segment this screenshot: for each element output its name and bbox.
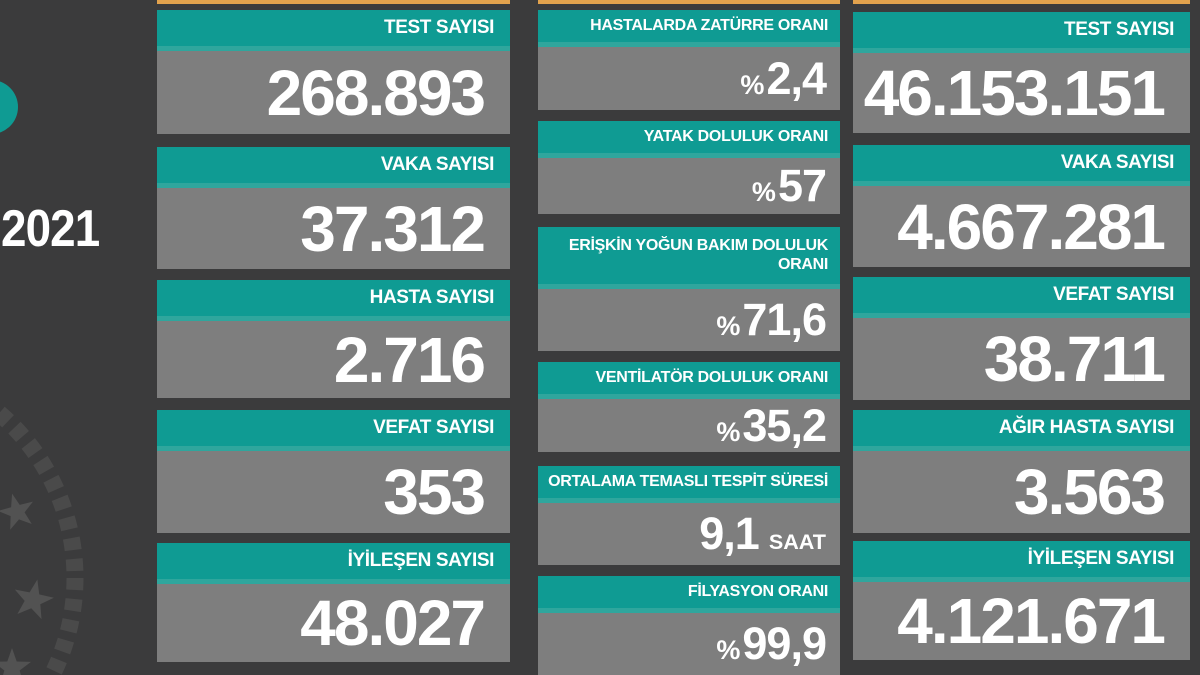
stat-value: 4.667.281 [853,186,1190,267]
stat-card-header: VAKA SAYISI [157,147,510,188]
stat-card-zaturre-orani: HASTALARDA ZATÜRRE ORANI %2,4 [538,10,840,110]
stat-card-header: AĞIR HASTA SAYISI [853,410,1190,451]
stat-value-number: 3.563 [1013,456,1166,528]
stat-value-prefix: % [740,69,765,100]
stat-value: 268.893 [157,51,510,134]
stat-value: 3.563 [853,451,1190,533]
stat-card-header: İYİLEŞEN SAYISI [853,541,1190,582]
stat-value: 38.711 [853,318,1190,400]
stat-card-filyasyon-orani: FİLYASYON ORANI %99,9 [538,576,840,675]
stat-label: HASTALARDA ZATÜRRE ORANI [590,17,828,34]
stat-card-header: VEFAT SAYISI [157,410,510,451]
stat-value: 2.716 [157,321,510,398]
stat-value: 46.153.151 [853,53,1190,133]
stat-value-number: 99,9 [742,618,827,669]
stat-card-vaka-sayisi: VAKA SAYISI 37.312 [157,147,510,269]
daily-stats-column: TEST SAYISI 268.893 VAKA SAYISI 37.312 H… [157,0,510,675]
cumulative-stats-column: TEST SAYISI 46.153.151 VAKA SAYISI 4.667… [853,0,1190,675]
stat-card-iyilesen-sayisi: İYİLEŞEN SAYISI 48.027 [157,543,510,662]
stat-label: TEST SAYISI [384,17,494,38]
stat-value-number: 46.153.151 [863,57,1166,129]
stat-value-number: 4.667.281 [897,190,1166,263]
stat-card-vefat-sayisi: VEFAT SAYISI 353 [157,410,510,533]
stat-value-number: 48.027 [300,587,486,659]
stat-value: 9,1 SAAT [538,503,840,565]
top-banner-strip [853,0,1190,4]
stat-value: %35,2 [538,399,840,452]
stat-value: %57 [538,158,840,214]
stat-value-prefix: % [716,311,741,341]
stat-card-header: ORTALAMA TEMASLI TESPİT SÜRESİ [538,466,840,503]
stat-value-prefix: % [716,635,741,665]
stat-label: VEFAT SAYISI [373,417,494,438]
stat-value-prefix: % [716,416,741,447]
stat-card-header: HASTA SAYISI [157,280,510,321]
stat-label: İYİLEŞEN SAYISI [347,550,495,571]
stat-value-prefix: % [751,177,776,207]
top-banner-strip [157,0,510,4]
stat-card-ventilator-doluluk-orani: VENTİLATÖR DOLULUK ORANI %35,2 [538,362,840,452]
stat-value-number: 9,1 [699,508,760,559]
stat-value: %2,4 [538,47,840,110]
ministry-emblem-icon [0,402,84,675]
stat-label: HASTA SAYISI [369,287,495,308]
stat-value: %99,9 [538,613,840,675]
stat-value-suffix: SAAT [768,529,826,554]
stat-label: AĞIR HASTA SAYISI [998,417,1175,438]
stat-label: TEST SAYISI [1064,19,1174,40]
rates-column: HASTALARDA ZATÜRRE ORANI %2,4 YATAK DOLU… [538,0,840,675]
stat-label: ORTALAMA TEMASLI TESPİT SÜRESİ [548,473,828,490]
stat-card-vaka-sayisi-total: VAKA SAYISI 4.667.281 [853,145,1190,267]
stat-card-temasli-tespit-suresi: ORTALAMA TEMASLI TESPİT SÜRESİ 9,1 SAAT [538,466,840,565]
stat-value-number: 57 [777,160,827,211]
stat-value: 4.121.671 [853,582,1190,660]
stat-label: VAKA SAYISI [380,154,495,175]
stat-card-header: VEFAT SAYISI [853,277,1190,318]
stat-value: %71,6 [538,289,840,351]
stat-card-header: İYİLEŞEN SAYISI [157,543,510,584]
stat-card-agir-hasta-sayisi: AĞIR HASTA SAYISI 3.563 [853,410,1190,533]
stat-card-test-sayisi: TEST SAYISI 268.893 [157,10,510,134]
logo-circle-icon [0,80,18,134]
stat-value: 48.027 [157,584,510,662]
stat-value-number: 353 [383,456,486,528]
stat-label: VAKA SAYISI [1060,152,1175,173]
stat-card-header: HASTALARDA ZATÜRRE ORANI [538,10,840,47]
stat-card-header: TEST SAYISI [853,12,1190,53]
stat-label: FİLYASYON ORANI [687,583,828,600]
year-label: 2021 [1,200,100,258]
stat-value-number: 71,6 [742,294,827,345]
stat-card-iyilesen-sayisi-total: İYİLEŞEN SAYISI 4.121.671 [853,541,1190,660]
stat-card-header: ERİŞKİN YOĞUN BAKIM DOLULUK ORANI [538,227,840,289]
stat-label: VENTİLATÖR DOLULUK ORANI [595,369,829,386]
stat-card-header: VAKA SAYISI [853,145,1190,186]
stat-card-hasta-sayisi: HASTA SAYISI 2.716 [157,280,510,398]
stat-value-number: 268.893 [266,56,486,129]
stat-card-header: VENTİLATÖR DOLULUK ORANI [538,362,840,399]
stat-value-number: 38.711 [983,323,1166,395]
stat-card-yogun-bakim-doluluk-orani: ERİŞKİN YOĞUN BAKIM DOLULUK ORANI %71,6 [538,227,840,351]
stat-value-number: 2.716 [333,323,486,396]
top-banner-strip [538,0,840,4]
stat-value-number: 35,2 [742,399,827,451]
stat-card-test-sayisi-total: TEST SAYISI 46.153.151 [853,12,1190,133]
stat-card-header: YATAK DOLULUK ORANI [538,121,840,158]
stat-value: 37.312 [157,188,510,269]
stat-value-number: 37.312 [300,192,486,265]
stat-label: VEFAT SAYISI [1053,284,1174,305]
stat-label: İYİLEŞEN SAYISI [1027,548,1175,569]
stat-card-header: FİLYASYON ORANI [538,576,840,613]
stat-label: ERİŞKİN YOĞUN BAKIM DOLULUK ORANI [568,236,828,273]
stat-card-yatak-doluluk-orani: YATAK DOLULUK ORANI %57 [538,121,840,214]
stat-value-number: 2,4 [766,52,827,104]
stat-value-number: 4.121.671 [897,585,1166,657]
stat-value: 353 [157,451,510,533]
stat-label: YATAK DOLULUK ORANI [643,128,829,145]
stat-card-header: TEST SAYISI [157,10,510,51]
stat-card-vefat-sayisi-total: VEFAT SAYISI 38.711 [853,277,1190,400]
